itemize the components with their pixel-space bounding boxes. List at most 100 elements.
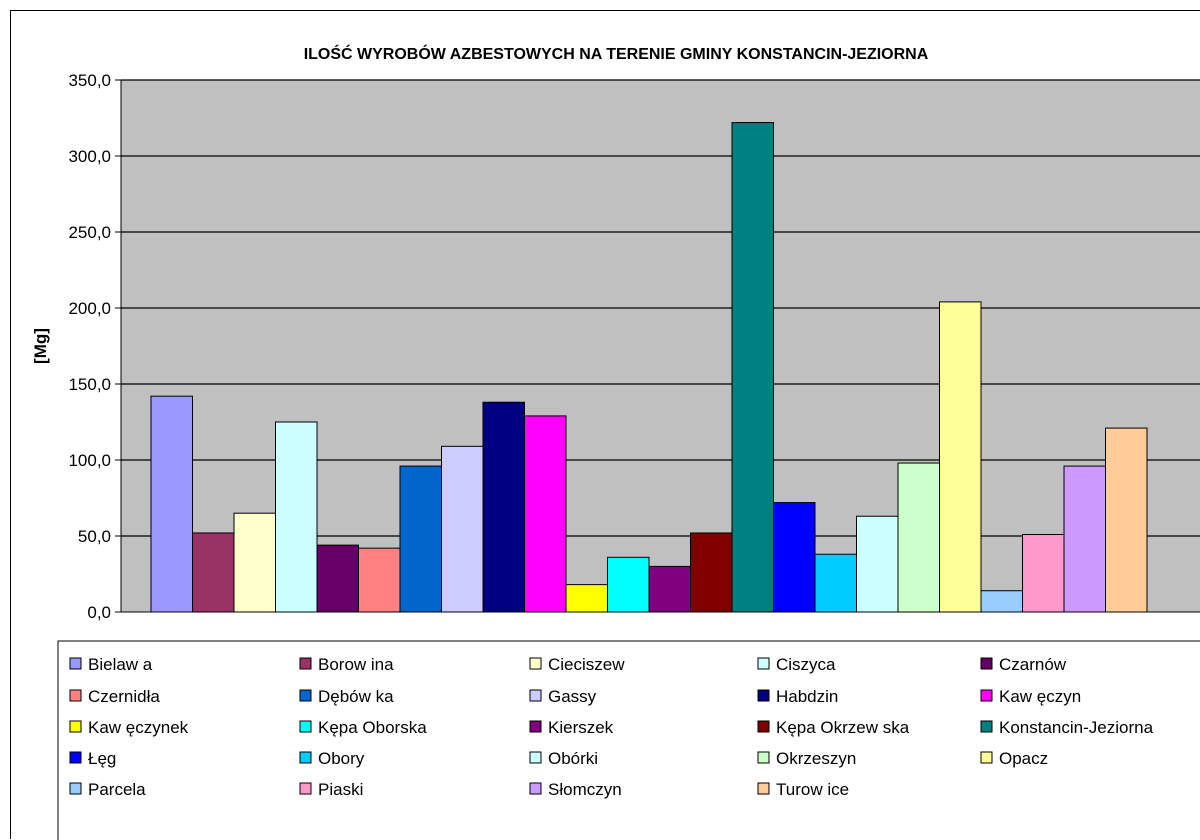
legend-swatch — [69, 657, 82, 670]
chart-frame: 0,0 50,0 100,0 150,0 200,0 250,0 300,0 350,0 IL… — [10, 10, 1200, 840]
legend-swatch — [757, 720, 770, 733]
bar-piaski — [1022, 533, 1065, 613]
legend-item: Kierszek — [529, 718, 614, 737]
bar-kaw-ęczyn — [524, 415, 567, 613]
legend-swatch — [69, 751, 82, 764]
bar-borow-ina — [192, 532, 235, 613]
legend-label: Kaw ęczyn — [999, 687, 1081, 706]
legend-swatch — [69, 782, 82, 795]
bar-opacz — [939, 301, 982, 613]
legend-swatch — [299, 720, 312, 733]
legend-label: Habdzin — [776, 687, 838, 706]
legend-item: Gassy — [529, 687, 597, 706]
legend-item: Kaw ęczyn — [980, 687, 1081, 706]
legend-label: Bielaw a — [88, 655, 153, 674]
y-tick-label: 0,0 — [87, 603, 111, 622]
bar-chart: 0,0 50,0 100,0 150,0 200,0 250,0 300,0 350,0 IL… — [31, 44, 1200, 840]
legend: Bielaw a Borow ina Cieciszew Ciszyca Czarnów… — [57, 640, 1200, 840]
bar-ciszyca — [275, 421, 318, 613]
bar-cieciszew — [233, 512, 276, 613]
legend-swatch — [529, 720, 542, 733]
bar-gassy — [441, 445, 484, 613]
legend-item: Habdzin — [757, 687, 838, 706]
legend-label: Turow ice — [776, 780, 849, 799]
legend-label: Okrzeszyn — [776, 749, 856, 768]
bar-kierszek — [648, 565, 691, 613]
legend-swatch — [757, 782, 770, 795]
legend-item: Konstancin-Jeziorna — [980, 718, 1154, 737]
legend-swatch — [299, 657, 312, 670]
bar-czarnów — [316, 544, 359, 613]
legend-item: Kępa Okrzew ska — [757, 718, 910, 737]
legend-label: Słomczyn — [548, 780, 622, 799]
legend-label: Czarnów — [999, 655, 1067, 674]
legend-swatch — [757, 751, 770, 764]
legend-swatch — [757, 689, 770, 702]
legend-label: Kępa Okrzew ska — [776, 718, 910, 737]
bar-kaw-ęczynek — [565, 584, 608, 613]
y-tick-label: 300,0 — [68, 147, 111, 166]
bar-słomczyn — [1063, 465, 1106, 613]
bars — [150, 122, 1148, 613]
legend-item: Czarnów — [980, 655, 1067, 674]
legend-box — [57, 640, 1200, 840]
y-tick-label: 250,0 — [68, 223, 111, 242]
legend-swatch — [299, 689, 312, 702]
legend-swatch — [529, 657, 542, 670]
chart-title: ILOŚĆ WYROBÓW AZBESTOWYCH NA TERENIE GMI… — [304, 44, 929, 63]
legend-label: Cieciszew — [548, 655, 625, 674]
legend-swatch — [529, 751, 542, 764]
bar-okrzeszyn — [897, 462, 940, 613]
axes: 0,0 50,0 100,0 150,0 200,0 250,0 300,0 350,0 — [68, 71, 1200, 622]
legend-label: Konstancin-Jeziorna — [999, 718, 1154, 737]
y-tick-label: 100,0 — [68, 451, 111, 470]
legend-swatch — [757, 657, 770, 670]
legend-item: Bielaw a — [69, 655, 153, 674]
legend-item: Kępa Oborska — [299, 718, 427, 737]
bar-konstancin-jeziorna — [731, 122, 774, 613]
legend-swatch — [299, 751, 312, 764]
bar-dębów-ka — [399, 465, 442, 613]
legend-item: Czernidła — [69, 687, 160, 706]
bar-czernidła — [358, 547, 401, 613]
legend-label: Opacz — [999, 749, 1048, 768]
legend-swatch — [980, 657, 993, 670]
legend-item: Łęg — [69, 749, 116, 768]
legend-item: Okrzeszyn — [757, 749, 856, 768]
legend-swatch — [980, 689, 993, 702]
y-axis-label: [Mg] — [31, 328, 50, 364]
legend-swatch — [69, 720, 82, 733]
legend-item: Ciszyca — [757, 655, 836, 674]
legend-label: Ciszyca — [776, 655, 836, 674]
legend-item: Cieciszew — [529, 655, 625, 674]
legend-label: Borow ina — [318, 655, 394, 674]
bar-kępa-okrzew-ska — [690, 532, 733, 613]
y-tick-label: 200,0 — [68, 299, 111, 318]
bar-turow-ice — [1105, 427, 1148, 613]
bar-parcela — [980, 590, 1023, 613]
legend-item: Parcela — [69, 780, 146, 799]
legend-item: Piaski — [299, 780, 363, 799]
legend-label: Kierszek — [548, 718, 614, 737]
legend-swatch — [299, 782, 312, 795]
bar-obory — [814, 553, 857, 613]
legend-item: Dębów ka — [299, 687, 394, 706]
bar-bielaw-a — [150, 395, 193, 613]
bar-kępa-oborska — [607, 556, 650, 613]
legend-item: Opacz — [980, 749, 1048, 768]
legend-item: Obory — [299, 749, 365, 768]
y-tick-label: 150,0 — [68, 375, 111, 394]
legend-item: Obórki — [529, 749, 598, 768]
legend-swatch — [529, 782, 542, 795]
legend-swatch — [69, 689, 82, 702]
legend-label: Gassy — [548, 687, 597, 706]
legend-label: Łęg — [88, 749, 116, 768]
y-tick-label: 50,0 — [78, 527, 111, 546]
legend-label: Parcela — [88, 780, 146, 799]
legend-swatch — [980, 720, 993, 733]
legend-label: Czernidła — [88, 687, 160, 706]
legend-item: Słomczyn — [529, 780, 622, 799]
legend-label: Dębów ka — [318, 687, 394, 706]
legend-label: Kępa Oborska — [318, 718, 427, 737]
legend-label: Piaski — [318, 780, 363, 799]
